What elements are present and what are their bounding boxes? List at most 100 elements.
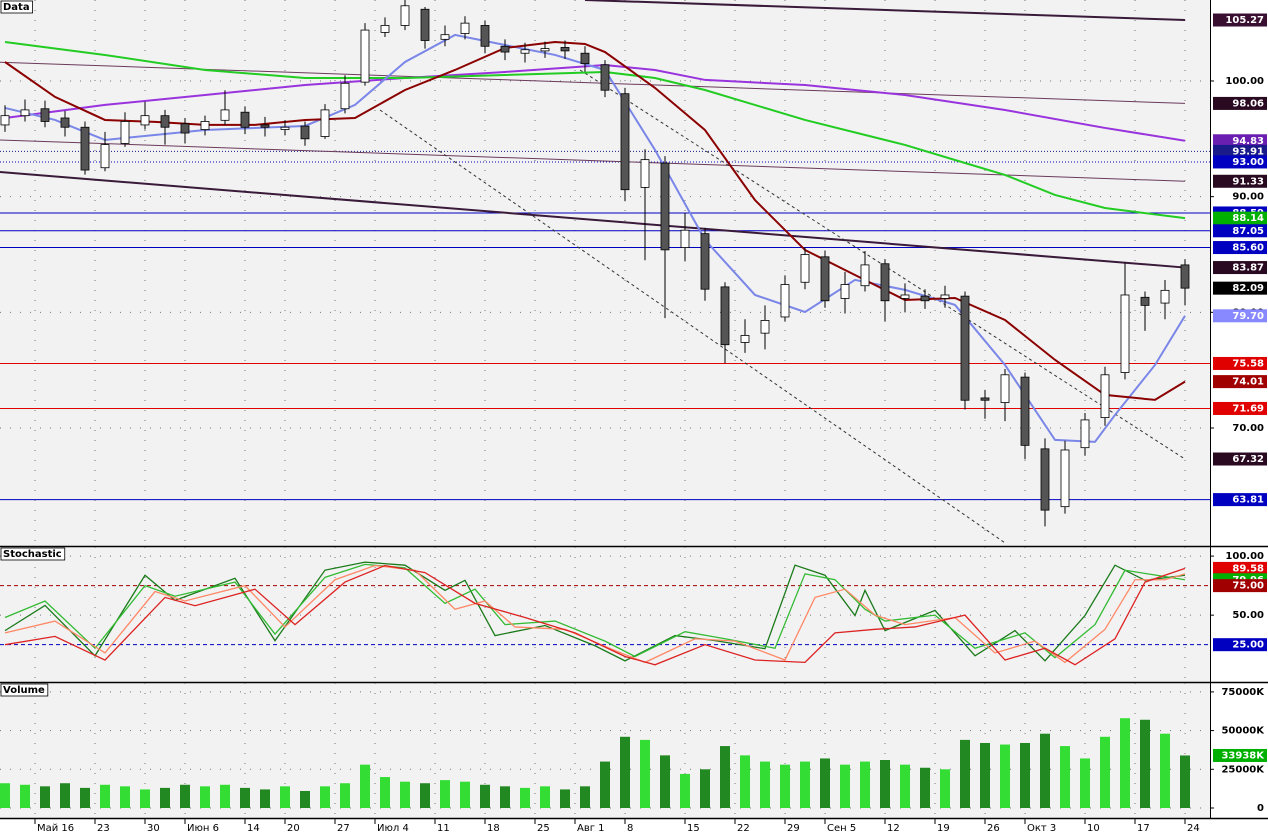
- volume-bar: [800, 761, 810, 808]
- value-marker-label: 85.60: [1232, 243, 1264, 254]
- candle-body: [800, 254, 810, 283]
- value-marker: [1213, 155, 1267, 169]
- x-tick-label: Май 16: [37, 823, 74, 834]
- candle-body: [300, 125, 310, 140]
- value-marker-label: 89.58: [1232, 563, 1264, 574]
- x-tick-label: Июл 4: [377, 823, 409, 834]
- candle-body: [660, 162, 670, 251]
- x-tick-label: 15: [687, 823, 700, 834]
- value-marker: [1213, 174, 1267, 188]
- volume-bar: [200, 786, 210, 808]
- volume-bar: [740, 755, 750, 808]
- candle-body: [740, 335, 750, 343]
- volume-bar: [1020, 742, 1030, 808]
- value-marker: [1213, 493, 1267, 507]
- volume-bar: [540, 786, 550, 808]
- volume-bar: [0, 783, 10, 808]
- value-marker: [1213, 748, 1267, 762]
- indicator-line: [4, 563, 1186, 659]
- volume-bar: [120, 786, 130, 808]
- value-marker: [1213, 134, 1267, 148]
- volume-bar: [1060, 746, 1070, 808]
- x-tick-label: 12: [887, 823, 900, 834]
- y-tick-label: 25000K: [1221, 764, 1265, 775]
- volume-bar: [1080, 758, 1090, 808]
- volume-bar: [420, 783, 430, 808]
- volume-bar: [160, 787, 170, 808]
- value-marker-label: 25.00: [1232, 640, 1264, 651]
- volume-bar: [940, 769, 950, 808]
- volume-bar: [1100, 736, 1110, 808]
- candle-body: [0, 115, 10, 126]
- volume-bar: [20, 784, 30, 808]
- candle-body: [280, 126, 290, 130]
- value-marker: [1213, 211, 1267, 225]
- value-marker-label: 87.05: [1232, 226, 1264, 237]
- stochastic-panel: [0, 547, 1210, 682]
- volume-bar: [600, 761, 610, 808]
- x-tick-label: Авг 1: [577, 823, 605, 834]
- candle-body: [720, 286, 730, 346]
- volume-bar: [1140, 719, 1150, 808]
- volume-bar: [1160, 733, 1170, 808]
- candle-body: [100, 144, 110, 169]
- volume-bar: [860, 761, 870, 808]
- value-marker: [1213, 224, 1267, 238]
- candle-body: [40, 108, 50, 122]
- value-marker: [1213, 241, 1267, 255]
- value-marker: [1213, 401, 1267, 415]
- x-tick-label: 20: [287, 823, 300, 834]
- x-tick-label: 19: [937, 823, 950, 834]
- volume-bar: [900, 764, 910, 808]
- volume-bar: [240, 787, 250, 808]
- trendline: [0, 139, 1186, 182]
- y-tick-label: 70.00: [1232, 423, 1264, 434]
- candle-body: [600, 64, 610, 91]
- candle-body: [1000, 374, 1010, 403]
- y-tick-label: 50.00: [1232, 610, 1264, 621]
- value-marker-label: 105.27: [1225, 15, 1264, 26]
- trendline: [584, 0, 1186, 22]
- volume-bar: [560, 789, 570, 808]
- candle-body: [380, 25, 390, 33]
- value-marker-label: 74.01: [1232, 377, 1264, 388]
- value-marker-label: 33938K: [1221, 750, 1265, 761]
- indicator-line: [4, 561, 1186, 662]
- volume-bar: [460, 781, 470, 808]
- candle-body: [1120, 294, 1130, 373]
- value-marker-label: 79.70: [1232, 311, 1264, 322]
- volume-bar: [380, 777, 390, 808]
- value-marker-label: 75.00: [1232, 581, 1264, 592]
- volume-bar: [260, 789, 270, 808]
- value-marker-label: 88.14: [1232, 213, 1264, 224]
- panel-title-box: [0, 0, 33, 14]
- indicator-line: [4, 64, 1186, 142]
- candle-body: [640, 159, 650, 188]
- value-marker-label: 93.00: [1232, 157, 1264, 168]
- candle-body: [820, 256, 830, 302]
- volume-bar: [640, 739, 650, 808]
- candle-body: [880, 263, 890, 302]
- panel-title-box: [0, 683, 49, 697]
- volume-bar: [60, 783, 70, 808]
- volume-bar: [660, 755, 670, 808]
- volume-bar: [820, 758, 830, 808]
- volume-bar: [520, 787, 530, 808]
- candle-body: [780, 284, 790, 318]
- candle-body: [1100, 374, 1110, 418]
- x-tick-label: 30: [147, 823, 160, 834]
- volume-bar: [840, 764, 850, 808]
- x-tick-label: 11: [437, 823, 450, 834]
- candle-body: [1160, 289, 1170, 304]
- panel-layer: [0, 683, 1210, 818]
- volume-bar: [1180, 755, 1190, 808]
- candle-body: [1020, 376, 1030, 446]
- candle-body: [60, 117, 70, 128]
- value-marker-label: 63.81: [1232, 495, 1264, 506]
- indicator-line: [4, 33, 1186, 443]
- candle-body: [160, 115, 170, 128]
- y-tick-label: 75000K: [1221, 687, 1265, 698]
- x-tick-label: Июн 6: [187, 823, 219, 834]
